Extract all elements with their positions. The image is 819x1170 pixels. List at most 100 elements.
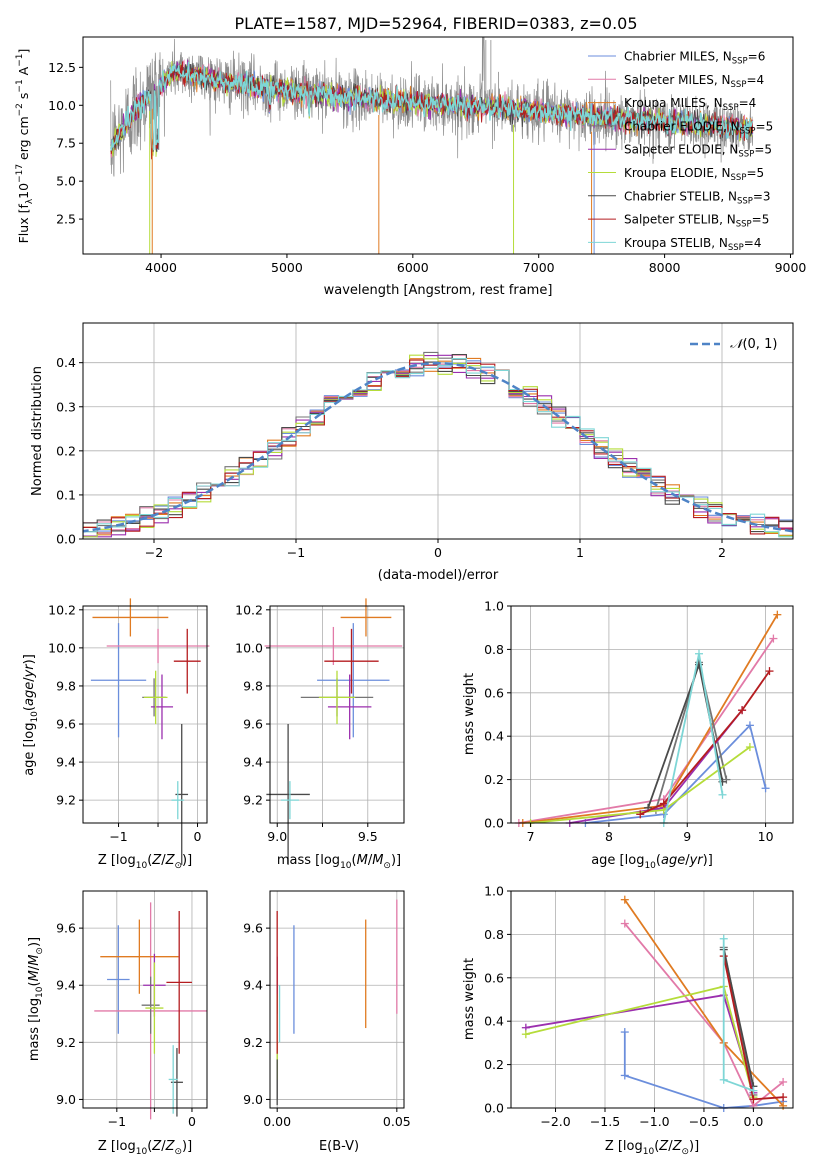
normal-curve bbox=[83, 361, 793, 533]
spectrum-axes: 4000 5000 6000 7000 8000 9000 2.5 5.0 7.5 10.0 12.… bbox=[48, 60, 806, 275]
x-tick-label: 9.0 bbox=[267, 829, 287, 844]
weight-vs-Z-xlabel: Z [log10(Z/Z⊙)] bbox=[605, 1139, 699, 1157]
legend-label: Chabrier STELIB, NSSP=3 bbox=[624, 189, 771, 206]
age-vs-mass-frame bbox=[269, 605, 405, 824]
x-tick-label: 4000 bbox=[145, 260, 177, 275]
y-tick-label: 0.1 bbox=[56, 487, 76, 502]
residual-ylabel: Normed distribution bbox=[30, 366, 45, 496]
x-tick-label: 9 bbox=[683, 829, 691, 844]
x-tick-label: −1.0 bbox=[639, 1114, 669, 1129]
y-tick-label: 10.2 bbox=[48, 602, 76, 617]
y-tick-label: 0.2 bbox=[484, 772, 504, 787]
weight-vs-age-ylabel: mass weight bbox=[462, 673, 477, 755]
x-tick-label: 8 bbox=[605, 829, 613, 844]
weight-line-1 bbox=[624, 922, 784, 1108]
y-tick-label: 9.4 bbox=[56, 755, 76, 770]
spectrum-axes-frame bbox=[82, 36, 794, 255]
y-tick-label: 9.2 bbox=[243, 1035, 263, 1050]
x-tick-label: 7000 bbox=[523, 260, 555, 275]
y-tick-label: 0.8 bbox=[484, 927, 504, 942]
legend-label: Salpeter ELODIE, NSSP=5 bbox=[624, 143, 772, 160]
y-tick-label: 9.6 bbox=[243, 717, 263, 732]
x-tick-label: 0.0 bbox=[743, 1114, 763, 1129]
figure-title: PLATE=1587, MJD=52964, FIBERID=0383, z=0… bbox=[234, 14, 637, 33]
weight-vs-Z-panel: −2.0 −1.5 −1.0 −0.5 0.0 0.0 0.2 0.4 0.6 0.8 1.0 Z … bbox=[462, 884, 794, 1157]
legend-label: Salpeter STELIB, NSSP=5 bbox=[624, 213, 769, 230]
spectrum-legend: Chabrier MILES, NSSP=6 Salpeter MILES, NS… bbox=[588, 50, 773, 253]
y-tick-label: 9.4 bbox=[56, 978, 76, 993]
y-tick-label: 9.4 bbox=[243, 978, 263, 993]
residual-panel: −2 −1 0 1 2 0.0 0.1 0.2 0.3 0.4 (data-model)/erro… bbox=[30, 322, 794, 583]
legend-normal-label: 𝒩(0, 1) bbox=[730, 337, 777, 352]
age-vs-Z-grid bbox=[83, 606, 207, 823]
y-tick-label: 9.0 bbox=[243, 1092, 263, 1107]
mass-vs-ebv-xlabel: E(B-V) bbox=[319, 1139, 359, 1154]
spectrum-panel: 4000 5000 6000 7000 8000 9000 2.5 5.0 7.5 10.0 12.… bbox=[15, 36, 806, 298]
legend-label: Kroupa ELODIE, NSSP=5 bbox=[624, 166, 764, 183]
y-tick-label: 9.2 bbox=[56, 1035, 76, 1050]
y-tick-label: 1.0 bbox=[484, 599, 504, 614]
y-tick-label: 9.8 bbox=[243, 678, 263, 693]
weight-vs-Z-axes: −2.0 −1.5 −1.0 −0.5 0.0 0.0 0.2 0.4 0.6 0.8 1.0 bbox=[484, 884, 763, 1130]
residual-legend: 𝒩(0, 1) bbox=[690, 337, 777, 352]
x-tick-label: −2 bbox=[145, 545, 163, 560]
weight-vs-age-lines bbox=[514, 610, 782, 827]
y-tick-label: 9.4 bbox=[243, 755, 263, 770]
legend-label: Kroupa MILES, NSSP=4 bbox=[624, 96, 756, 113]
mass-vs-Z-xlabel: Z [log10(Z/Z⊙)] bbox=[98, 1139, 192, 1157]
y-tick-label: 7.5 bbox=[56, 136, 76, 151]
y-tick-label: 0.3 bbox=[56, 399, 76, 414]
weight-line-7 bbox=[639, 670, 771, 816]
x-tick-label: 9000 bbox=[775, 260, 807, 275]
weight-vs-Z-lines bbox=[521, 895, 788, 1112]
weight-vs-age-frame bbox=[510, 605, 794, 824]
y-tick-label: 9.2 bbox=[56, 793, 76, 808]
x-tick-label: −2.0 bbox=[540, 1114, 570, 1129]
x-tick-label: 0 bbox=[434, 545, 442, 560]
y-tick-label: 10.0 bbox=[235, 640, 263, 655]
x-tick-label: 0.00 bbox=[263, 1114, 291, 1129]
y-tick-label: 9.6 bbox=[56, 717, 76, 732]
age-vs-mass-axes: 9.0 9.5 9.2 9.4 9.6 9.8 10.0 10.2 bbox=[235, 602, 378, 844]
spectrum-lines bbox=[110, 37, 754, 254]
weight-vs-Z-ylabel: mass weight bbox=[462, 958, 477, 1040]
age-vs-Z-errorbars bbox=[90, 598, 210, 865]
y-tick-label: 0.2 bbox=[484, 1057, 504, 1072]
y-tick-label: 0.0 bbox=[484, 816, 504, 831]
y-tick-label: 0.0 bbox=[484, 1101, 504, 1116]
x-tick-label: −1 bbox=[108, 1114, 126, 1129]
age-vs-mass-errorbars bbox=[264, 598, 403, 865]
weight-vs-Z-frame bbox=[510, 890, 794, 1109]
residual-histograms bbox=[83, 351, 793, 538]
x-tick-label: 0 bbox=[188, 1114, 196, 1129]
x-tick-label: 1 bbox=[576, 545, 584, 560]
x-tick-label: 9.5 bbox=[358, 829, 378, 844]
y-tick-label: 10.0 bbox=[48, 640, 76, 655]
x-tick-label: 0 bbox=[194, 829, 202, 844]
y-tick-label: 9.2 bbox=[243, 793, 263, 808]
x-tick-label: 8000 bbox=[649, 260, 681, 275]
y-tick-label: 12.5 bbox=[48, 60, 76, 75]
age-vs-Z-axes: −1 0 9.2 9.4 9.6 9.8 10.0 10.2 bbox=[48, 602, 201, 844]
y-tick-label: 1.0 bbox=[484, 884, 504, 899]
x-tick-label: −1 bbox=[287, 545, 305, 560]
x-tick-label: 0.05 bbox=[383, 1114, 411, 1129]
age-vs-Z-xlabel: Z [log10(Z/Z⊙)] bbox=[98, 853, 192, 871]
mass-vs-ebv-errorbars bbox=[276, 899, 398, 1106]
mass-vs-Z-panel: −1 0 9.0 9.2 9.4 9.6 Z [log10(Z/Z⊙)] mass [lo… bbox=[27, 890, 208, 1157]
residual-hist-8 bbox=[83, 358, 793, 538]
weight-vs-age-panel: 7 8 9 10 0.0 0.2 0.4 0.6 0.8 1.0 age [log10(age/y… bbox=[462, 599, 794, 871]
legend-label: Chabrier MILES, NSSP=6 bbox=[624, 50, 765, 67]
y-tick-label: 0.2 bbox=[56, 443, 76, 458]
mass-vs-Z-errorbars bbox=[94, 902, 207, 1120]
residual-xlabel: (data-model)/error bbox=[378, 568, 499, 583]
y-tick-label: 0.6 bbox=[484, 970, 504, 985]
mass-vs-Z-frame bbox=[82, 890, 208, 1109]
x-tick-label: −0.5 bbox=[689, 1114, 719, 1129]
age-vs-mass-xlabel: mass [log10(M/M⊙)] bbox=[277, 853, 401, 871]
age-vs-Z-frame bbox=[82, 605, 208, 824]
y-tick-label: 10.0 bbox=[48, 98, 76, 113]
weight-vs-age-axes: 7 8 9 10 0.0 0.2 0.4 0.6 0.8 1.0 bbox=[484, 599, 773, 845]
y-tick-label: 9.6 bbox=[56, 921, 76, 936]
x-tick-label: 7 bbox=[527, 829, 535, 844]
